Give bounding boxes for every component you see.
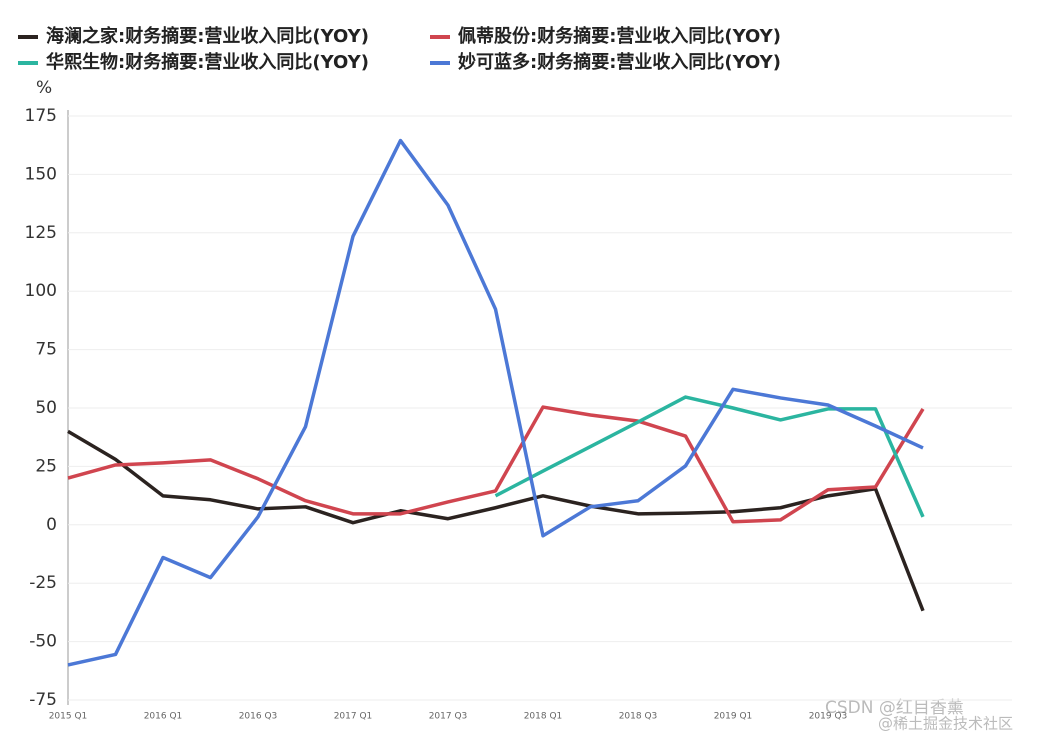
y-tick-label: 100 [25, 281, 57, 301]
legend-label: 海澜之家:财务摘要:营业收入同比(YOY) [46, 25, 369, 47]
x-tick-label: 2017 Q1 [334, 712, 373, 722]
legend-label: 华熙生物:财务摘要:营业收入同比(YOY) [46, 51, 369, 73]
x-tick-label: 2017 Q3 [429, 712, 468, 722]
x-tick-label: 2019 Q1 [714, 712, 753, 722]
x-tick-label: 2019 Q3 [809, 712, 848, 722]
series-line [67, 138, 924, 667]
y-tick-label: 75 [35, 340, 57, 360]
y-tick-label: 175 [25, 106, 57, 126]
y-tick-label: 50 [35, 398, 57, 418]
y-tick-label: 0 [46, 515, 57, 535]
y-tick-label: -25 [29, 573, 57, 593]
watermark: @稀土掘金技术社区 [878, 715, 1013, 733]
legend-label: 佩蒂股份:财务摘要:营业收入同比(YOY) [458, 25, 781, 47]
watermark: CSDN @红目香薰 [825, 698, 964, 718]
y-tick-label: 150 [25, 164, 57, 184]
y-unit: % [36, 78, 52, 98]
x-tick-label: 2015 Q1 [49, 712, 88, 722]
x-tick-label: 2016 Q1 [144, 712, 183, 722]
series-line [67, 429, 925, 612]
y-tick-label: 25 [35, 456, 57, 476]
x-tick-label: 2018 Q1 [524, 712, 563, 722]
legend-label: 妙可蓝多:财务摘要:营业收入同比(YOY) [458, 51, 781, 73]
y-tick-label: 125 [25, 223, 57, 243]
y-tick-label: -50 [29, 632, 57, 652]
series-line [494, 395, 925, 518]
x-tick-label: 2018 Q3 [619, 712, 658, 722]
series-line [67, 405, 925, 524]
y-tick-label: -75 [29, 690, 57, 710]
x-tick-label: 2016 Q3 [239, 712, 278, 722]
